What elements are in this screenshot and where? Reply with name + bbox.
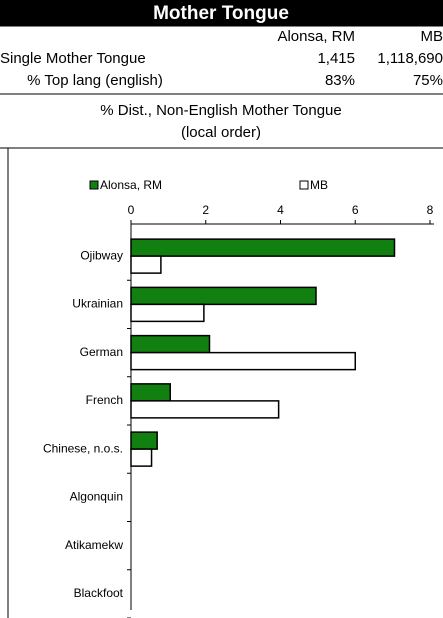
bar: [130, 431, 158, 450]
x-tick-label: 8: [427, 203, 434, 217]
bar: [130, 334, 211, 354]
row-label: Single Mother Tongue: [0, 50, 146, 67]
y-tick-label: Algonquin: [70, 490, 123, 504]
cell: 1,415: [317, 50, 355, 67]
cell: 83%: [325, 72, 355, 89]
legend-swatch: [299, 180, 309, 190]
x-tick-label: 0: [128, 203, 135, 217]
bar: [130, 303, 205, 323]
section-subtitle: (local order): [181, 124, 261, 141]
y-tick-label: Ojibway: [80, 248, 123, 262]
column-header: MB: [421, 28, 443, 45]
cell: 1,118,690: [377, 50, 443, 67]
x-tick-label: 6: [352, 203, 359, 217]
legend-label: Alonsa, RM: [100, 178, 162, 192]
y-tick-label: Chinese, n.o.s.: [43, 441, 123, 455]
y-tick-label: Ukrainian: [72, 297, 123, 311]
legend-swatch: [89, 180, 99, 190]
bar: [130, 351, 356, 371]
y-tick-label: French: [86, 393, 123, 407]
row-label: % Top lang (english): [27, 72, 163, 89]
bar: [130, 286, 317, 306]
bar: [130, 448, 153, 467]
cell: 75%: [413, 72, 443, 89]
title-bar: [0, 0, 443, 26]
title: Mother Tongue: [153, 3, 289, 24]
section-title: % Dist., Non-English Mother Tongue: [100, 102, 342, 119]
y-tick-label: German: [80, 345, 123, 359]
x-tick-label: 4: [277, 203, 284, 217]
bar: [130, 255, 162, 274]
bar: [130, 238, 396, 257]
y-tick-label: Atikamekw: [65, 538, 123, 552]
x-tick-label: 2: [202, 203, 209, 217]
legend-label: MB: [310, 178, 328, 192]
bar: [130, 383, 171, 402]
y-tick-label: Blackfoot: [74, 586, 124, 600]
bar: [130, 400, 280, 419]
column-header: Alonsa, RM: [277, 28, 355, 45]
